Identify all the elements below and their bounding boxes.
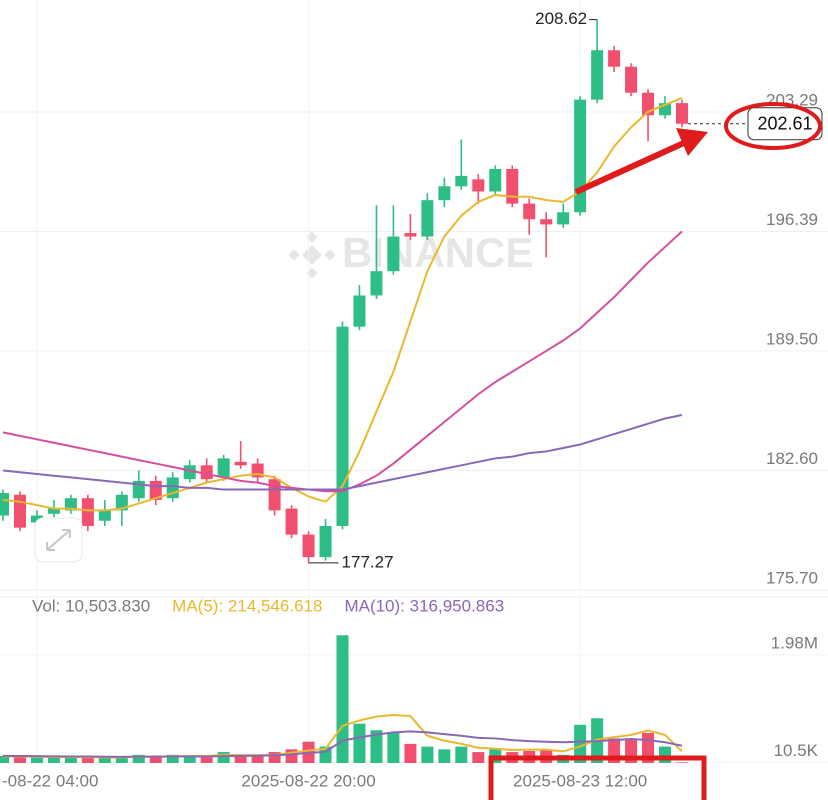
- y-tick-label: 189.50: [766, 329, 818, 348]
- candle-body: [336, 326, 349, 526]
- candle-body: [540, 219, 553, 225]
- volume-bar: [574, 724, 587, 763]
- candle-body: [30, 515, 43, 523]
- y-tick-label: 10.5K: [774, 741, 819, 760]
- watermark: BINANCE: [342, 229, 533, 276]
- volume-bar: [0, 755, 9, 763]
- candle-body: [370, 271, 383, 296]
- candle-body: [489, 168, 502, 192]
- volume-bar: [353, 723, 366, 763]
- last-price-label: 202.61: [757, 113, 812, 133]
- candle-body: [523, 203, 536, 220]
- volume-bar: [268, 752, 281, 763]
- candle-body: [183, 465, 196, 480]
- candle-body: [47, 508, 60, 514]
- candle-body: [234, 461, 247, 466]
- volume-bar: [676, 762, 688, 763]
- candle-body: [268, 479, 281, 511]
- volume-bar: [370, 730, 383, 763]
- volume-bar: [64, 757, 77, 763]
- candle-body: [625, 66, 638, 93]
- candle-body: [98, 510, 111, 521]
- y-tick-label: 182.60: [766, 449, 818, 468]
- ma-line: [2, 414, 683, 491]
- y-tick-label: 196.39: [766, 210, 818, 229]
- volume-bar: [149, 756, 162, 763]
- volume-bar: [421, 746, 434, 763]
- expand-button[interactable]: [34, 517, 83, 563]
- candle-body: [353, 295, 366, 327]
- candle-body: [421, 200, 434, 237]
- volume-bar: [166, 754, 179, 763]
- candle-body: [200, 465, 213, 480]
- volume-bar: [81, 756, 94, 763]
- candle-body: [472, 179, 485, 192]
- legend-entry: MA(5): 214,546.618: [172, 596, 322, 615]
- ma-line: [2, 730, 683, 758]
- max-label: 208.62: [535, 9, 587, 28]
- candle-body: [115, 494, 128, 511]
- candle-body: [574, 99, 587, 213]
- volume-bar: [47, 757, 60, 763]
- candle-body: [302, 534, 315, 558]
- volume-bar: [30, 757, 43, 763]
- y-tick-label: 1.98M: [771, 633, 818, 652]
- candle-body: [319, 525, 332, 558]
- volume-bar: [387, 732, 400, 763]
- volume-bar: [251, 754, 264, 763]
- candle-body: [438, 186, 451, 201]
- candle-body: [0, 493, 9, 516]
- x-tick-label: -08-22 04:00: [2, 771, 98, 790]
- candle-body: [285, 508, 298, 535]
- candle-body: [217, 458, 230, 478]
- volume-bar: [132, 754, 145, 763]
- candle-body: [387, 236, 400, 272]
- volume-bar: [200, 757, 213, 763]
- x-tick-label: 2025-08-22 20:00: [241, 771, 375, 790]
- x-tick-label: 2025-08-23 12:00: [513, 771, 647, 790]
- last-price-box: [747, 107, 823, 141]
- volume-bar: [13, 756, 26, 763]
- candle-body: [676, 103, 688, 124]
- candle-body: [557, 212, 570, 225]
- y-tick-label: 175.70: [766, 569, 818, 588]
- candle-body: [591, 50, 604, 100]
- ma-line: [2, 96, 683, 512]
- volume-bar: [438, 749, 451, 763]
- volume-bar: [472, 752, 485, 763]
- candle-body: [608, 50, 621, 67]
- volume-bar: [455, 746, 468, 763]
- min-label: 177.27: [342, 552, 394, 571]
- candle-body: [455, 175, 468, 187]
- legend-entry: MA(10): 316,950.863: [344, 596, 504, 615]
- candle-body: [13, 494, 26, 528]
- volume-label: Vol: 10,503.830: [32, 596, 150, 615]
- candle-body: [404, 233, 417, 237]
- watermark-logo: [288, 231, 336, 279]
- volume-bar: [183, 756, 196, 763]
- volume-bar: [404, 743, 417, 763]
- annotation-highlight: [488, 102, 822, 800]
- candle-body: [81, 498, 94, 526]
- volume-bar: [115, 757, 128, 763]
- volume-bar: [234, 754, 247, 763]
- volume-bar: [659, 746, 672, 763]
- volume-bar: [217, 752, 230, 763]
- candle-body: [64, 498, 77, 511]
- volume-bar: [98, 757, 111, 763]
- ma-line: [2, 230, 683, 493]
- candle-body: [506, 168, 519, 204]
